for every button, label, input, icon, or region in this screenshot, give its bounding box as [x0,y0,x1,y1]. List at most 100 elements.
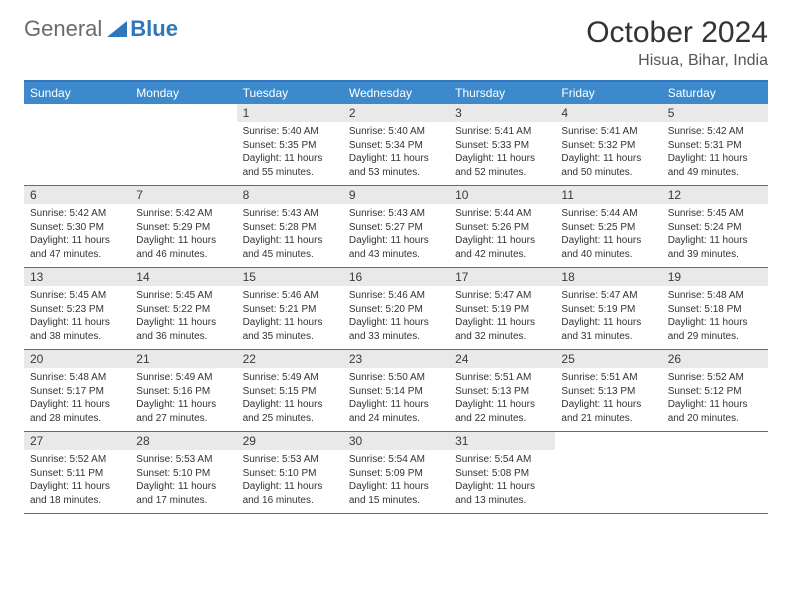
day-details: Sunrise: 5:43 AMSunset: 5:28 PMDaylight:… [237,204,343,261]
daylight-text: Daylight: 11 hours and 25 minutes. [243,398,337,425]
day-details: Sunrise: 5:53 AMSunset: 5:10 PMDaylight:… [130,450,236,507]
sunset-text: Sunset: 5:32 PM [561,139,655,153]
daylight-text: Daylight: 11 hours and 55 minutes. [243,152,337,179]
sunset-text: Sunset: 5:25 PM [561,221,655,235]
day-details: Sunrise: 5:43 AMSunset: 5:27 PMDaylight:… [343,204,449,261]
day-details: Sunrise: 5:44 AMSunset: 5:25 PMDaylight:… [555,204,661,261]
daylight-text: Daylight: 11 hours and 40 minutes. [561,234,655,261]
weekday-header: Saturday [662,82,768,104]
day-cell: 11Sunrise: 5:44 AMSunset: 5:25 PMDayligh… [555,186,661,267]
sunset-text: Sunset: 5:29 PM [136,221,230,235]
sunrise-text: Sunrise: 5:40 AM [243,125,337,139]
day-number: 13 [24,268,130,286]
sunrise-text: Sunrise: 5:54 AM [349,453,443,467]
day-cell: 20Sunrise: 5:48 AMSunset: 5:17 PMDayligh… [24,350,130,431]
sunset-text: Sunset: 5:09 PM [349,467,443,481]
calendar: SundayMondayTuesdayWednesdayThursdayFrid… [24,80,768,514]
day-number: 11 [555,186,661,204]
header: General Blue October 2024 Hisua, Bihar, … [24,16,768,70]
sunrise-text: Sunrise: 5:46 AM [349,289,443,303]
weekday-header: Wednesday [343,82,449,104]
daylight-text: Daylight: 11 hours and 29 minutes. [668,316,762,343]
day-number: 9 [343,186,449,204]
week-row: 27Sunrise: 5:52 AMSunset: 5:11 PMDayligh… [24,432,768,514]
day-number: 12 [662,186,768,204]
daylight-text: Daylight: 11 hours and 53 minutes. [349,152,443,179]
day-details: Sunrise: 5:50 AMSunset: 5:14 PMDaylight:… [343,368,449,425]
sunrise-text: Sunrise: 5:43 AM [349,207,443,221]
day-details: Sunrise: 5:47 AMSunset: 5:19 PMDaylight:… [555,286,661,343]
daylight-text: Daylight: 11 hours and 22 minutes. [455,398,549,425]
sunset-text: Sunset: 5:26 PM [455,221,549,235]
day-number: 15 [237,268,343,286]
day-cell: 31Sunrise: 5:54 AMSunset: 5:08 PMDayligh… [449,432,555,513]
logo: General Blue [24,16,178,42]
day-cell: 10Sunrise: 5:44 AMSunset: 5:26 PMDayligh… [449,186,555,267]
sunset-text: Sunset: 5:24 PM [668,221,762,235]
sunset-text: Sunset: 5:35 PM [243,139,337,153]
day-number: 31 [449,432,555,450]
day-cell: 13Sunrise: 5:45 AMSunset: 5:23 PMDayligh… [24,268,130,349]
day-details: Sunrise: 5:40 AMSunset: 5:34 PMDaylight:… [343,122,449,179]
daylight-text: Daylight: 11 hours and 42 minutes. [455,234,549,261]
week-row: 6Sunrise: 5:42 AMSunset: 5:30 PMDaylight… [24,186,768,268]
sunrise-text: Sunrise: 5:47 AM [561,289,655,303]
daylight-text: Daylight: 11 hours and 28 minutes. [30,398,124,425]
sunrise-text: Sunrise: 5:41 AM [561,125,655,139]
weekday-header: Sunday [24,82,130,104]
day-details: Sunrise: 5:41 AMSunset: 5:33 PMDaylight:… [449,122,555,179]
day-number [662,432,768,450]
daylight-text: Daylight: 11 hours and 16 minutes. [243,480,337,507]
sunset-text: Sunset: 5:19 PM [561,303,655,317]
sunrise-text: Sunrise: 5:42 AM [668,125,762,139]
day-cell: 23Sunrise: 5:50 AMSunset: 5:14 PMDayligh… [343,350,449,431]
day-cell [555,432,661,513]
day-number: 20 [24,350,130,368]
month-title: October 2024 [586,16,768,50]
day-cell: 7Sunrise: 5:42 AMSunset: 5:29 PMDaylight… [130,186,236,267]
day-details: Sunrise: 5:52 AMSunset: 5:11 PMDaylight:… [24,450,130,507]
week-row: 13Sunrise: 5:45 AMSunset: 5:23 PMDayligh… [24,268,768,350]
daylight-text: Daylight: 11 hours and 46 minutes. [136,234,230,261]
day-cell: 1Sunrise: 5:40 AMSunset: 5:35 PMDaylight… [237,104,343,185]
sunset-text: Sunset: 5:31 PM [668,139,762,153]
sunset-text: Sunset: 5:34 PM [349,139,443,153]
day-cell: 17Sunrise: 5:47 AMSunset: 5:19 PMDayligh… [449,268,555,349]
day-number: 10 [449,186,555,204]
day-number: 30 [343,432,449,450]
day-number [555,432,661,450]
day-details: Sunrise: 5:45 AMSunset: 5:22 PMDaylight:… [130,286,236,343]
sunset-text: Sunset: 5:22 PM [136,303,230,317]
weekday-header: Tuesday [237,82,343,104]
logo-text-1: General [24,16,102,42]
day-details: Sunrise: 5:47 AMSunset: 5:19 PMDaylight:… [449,286,555,343]
day-number: 17 [449,268,555,286]
day-number: 7 [130,186,236,204]
daylight-text: Daylight: 11 hours and 50 minutes. [561,152,655,179]
daylight-text: Daylight: 11 hours and 15 minutes. [349,480,443,507]
sunrise-text: Sunrise: 5:44 AM [561,207,655,221]
sunrise-text: Sunrise: 5:41 AM [455,125,549,139]
daylight-text: Daylight: 11 hours and 27 minutes. [136,398,230,425]
sunset-text: Sunset: 5:10 PM [243,467,337,481]
day-number: 23 [343,350,449,368]
day-details: Sunrise: 5:52 AMSunset: 5:12 PMDaylight:… [662,368,768,425]
day-cell [662,432,768,513]
day-details: Sunrise: 5:46 AMSunset: 5:20 PMDaylight:… [343,286,449,343]
daylight-text: Daylight: 11 hours and 47 minutes. [30,234,124,261]
sunrise-text: Sunrise: 5:51 AM [455,371,549,385]
logo-triangle-icon [107,21,127,37]
sunset-text: Sunset: 5:27 PM [349,221,443,235]
day-cell: 25Sunrise: 5:51 AMSunset: 5:13 PMDayligh… [555,350,661,431]
day-number [130,104,236,122]
sunset-text: Sunset: 5:15 PM [243,385,337,399]
sunset-text: Sunset: 5:30 PM [30,221,124,235]
day-cell: 8Sunrise: 5:43 AMSunset: 5:28 PMDaylight… [237,186,343,267]
day-details: Sunrise: 5:51 AMSunset: 5:13 PMDaylight:… [555,368,661,425]
day-number: 18 [555,268,661,286]
sunset-text: Sunset: 5:16 PM [136,385,230,399]
day-details: Sunrise: 5:42 AMSunset: 5:30 PMDaylight:… [24,204,130,261]
daylight-text: Daylight: 11 hours and 52 minutes. [455,152,549,179]
sunset-text: Sunset: 5:14 PM [349,385,443,399]
day-number: 8 [237,186,343,204]
